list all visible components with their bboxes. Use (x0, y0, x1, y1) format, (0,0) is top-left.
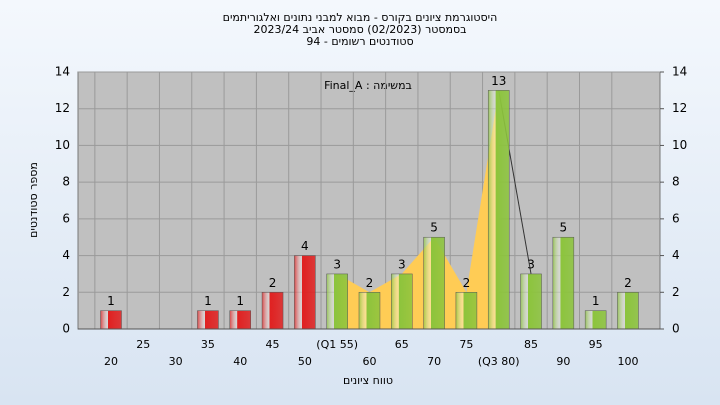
y-tick-label: 0 (62, 322, 70, 336)
value-label: 2 (463, 276, 471, 290)
y-tick-label: 12 (55, 101, 70, 115)
y2-tick-label: 2 (672, 285, 680, 299)
y-tick-label: 8 (62, 175, 70, 189)
value-label: 2 (366, 276, 374, 290)
annotation: במשימה : Final_A (324, 79, 412, 92)
x-tick-label: 30 (169, 355, 183, 368)
y-axis-label: מספר סטודנטים (27, 162, 40, 238)
value-label: 1 (236, 294, 244, 308)
bar (358, 292, 381, 330)
y-tick-label: 4 (62, 248, 70, 262)
x-tick-label: 100 (617, 355, 638, 368)
y2-tick-label: 8 (672, 175, 680, 189)
bar (552, 236, 575, 330)
bar (617, 292, 639, 330)
bar (391, 273, 413, 330)
value-label: 5 (430, 221, 438, 235)
bar (326, 273, 348, 330)
x-axis-label: טווח ציונים (343, 374, 393, 387)
y-tick-label: 14 (55, 65, 70, 79)
value-label: 2 (269, 276, 277, 290)
x-tick-label: 50 (298, 355, 312, 368)
value-label: 1 (204, 294, 212, 308)
x-tick-label: 45 (266, 338, 280, 351)
y2-tick-label: 10 (672, 138, 687, 152)
x-tick-label: 70 (427, 355, 441, 368)
bar (455, 292, 478, 330)
x-tick-label: 40 (233, 355, 247, 368)
value-label: 3 (398, 257, 406, 271)
x-tick-label: 90 (556, 355, 570, 368)
x-tick-label: 35 (201, 338, 215, 351)
bar (229, 310, 251, 330)
x-tick-label: 95 (589, 338, 603, 351)
bar (197, 310, 219, 330)
y2-tick-label: 6 (672, 211, 680, 225)
y-tick-label: 10 (55, 138, 70, 152)
x-tick-label: (Q3 80) (478, 355, 520, 368)
y-tick-label: 6 (62, 211, 70, 225)
value-label: 13 (491, 74, 506, 88)
y2-tick-label: 12 (672, 101, 687, 115)
bar (423, 236, 445, 330)
value-label: 3 (333, 257, 341, 271)
bar (261, 292, 284, 330)
value-label: 4 (301, 239, 309, 253)
x-tick-label: 20 (104, 355, 118, 368)
value-label: 5 (560, 221, 568, 235)
value-label: 1 (592, 294, 600, 308)
x-tick-label: 60 (362, 355, 376, 368)
chart-title: היסטוגרמת ציונים בקורס - מבוא למבני נתונ… (223, 11, 498, 24)
bar (294, 255, 316, 330)
bar (487, 90, 510, 330)
x-tick-label: 85 (524, 338, 538, 351)
chart-subtitle: בסמסטר (02/2023) סמסטר אביב 2023/24 (253, 23, 466, 36)
bar (100, 310, 122, 330)
y2-tick-label: 4 (672, 248, 680, 262)
value-label: 1 (107, 294, 115, 308)
y2-tick-label: 0 (672, 322, 680, 336)
chart-subtitle: סטודנטים רשומים - 94 (306, 35, 413, 48)
value-label: 3 (527, 257, 535, 271)
bar (584, 310, 607, 330)
bar (520, 273, 542, 330)
value-label: 2 (624, 276, 632, 290)
x-tick-label: 75 (459, 338, 473, 351)
quartile-area (337, 90, 499, 329)
x-tick-label: 25 (136, 338, 150, 351)
y2-tick-label: 14 (672, 65, 687, 79)
x-tick-label: (Q1 55) (316, 338, 358, 351)
x-tick-label: 65 (395, 338, 409, 351)
y-tick-label: 2 (62, 285, 70, 299)
